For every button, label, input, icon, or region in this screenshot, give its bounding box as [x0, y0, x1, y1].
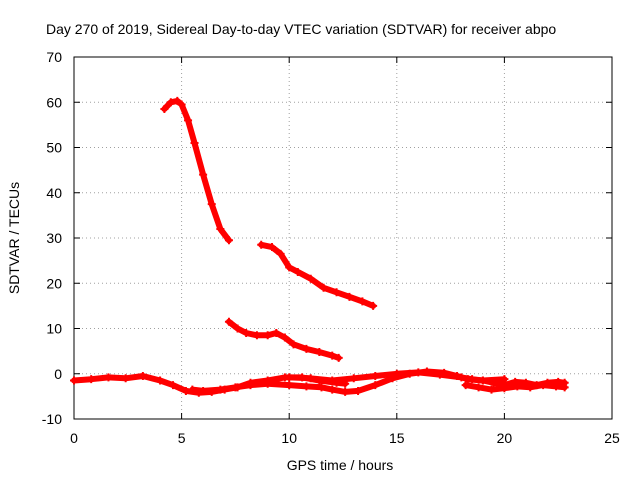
data-point [181, 386, 190, 395]
y-tick-label: 0 [54, 366, 62, 382]
data-point [207, 200, 216, 209]
y-tick-label: -10 [42, 411, 62, 427]
data-point [177, 100, 186, 109]
data-point [233, 324, 242, 333]
x-axis-label: GPS time / hours [287, 457, 394, 473]
data-point [332, 288, 341, 297]
data-point [552, 382, 561, 391]
data-point [87, 375, 96, 384]
data-point [328, 385, 337, 394]
series-group [70, 96, 569, 397]
x-tick-label: 15 [389, 430, 405, 446]
x-tick-label: 25 [604, 430, 620, 446]
data-point [285, 373, 294, 382]
data-point [173, 96, 182, 105]
x-tick-label: 0 [70, 430, 78, 446]
data-point [461, 381, 470, 390]
data-point [560, 383, 569, 392]
data-point [216, 385, 225, 394]
data-point [121, 374, 130, 383]
data-point [371, 372, 380, 381]
data-point [224, 236, 233, 245]
data-point [166, 98, 175, 107]
data-point [369, 301, 378, 310]
data-point [358, 297, 367, 306]
data-point [328, 351, 337, 360]
y-tick-label: 10 [46, 321, 62, 337]
data-point [285, 263, 294, 272]
data-point [302, 382, 311, 391]
data-point [216, 224, 225, 233]
y-tick-label: 60 [46, 94, 62, 110]
data-point [246, 381, 255, 390]
data-point [457, 373, 466, 382]
data-point [487, 385, 496, 394]
data-point [199, 386, 208, 395]
grid [74, 57, 612, 419]
data-point [224, 317, 233, 326]
data-point [302, 344, 311, 353]
y-tick-label: 30 [46, 230, 62, 246]
data-point [306, 374, 315, 383]
data-point [341, 387, 350, 396]
data-point [242, 329, 251, 338]
data-point [435, 370, 444, 379]
data-point [513, 382, 522, 391]
data-point [156, 376, 165, 385]
data-point [138, 372, 147, 381]
data-point [263, 379, 272, 388]
data-point [190, 138, 199, 147]
data-point [263, 331, 272, 340]
data-point [184, 116, 193, 125]
data-point [345, 292, 354, 301]
data-point [315, 348, 324, 357]
data-point [478, 376, 487, 385]
data-point [306, 274, 315, 283]
data-point [319, 283, 328, 292]
y-tick-label: 40 [46, 185, 62, 201]
data-point [280, 333, 289, 342]
data-point [468, 375, 477, 384]
chart-title: Day 270 of 2019, Sidereal Day-to-day VTE… [46, 21, 556, 37]
data-point [317, 383, 326, 392]
data-point [272, 329, 281, 338]
data-point [160, 105, 169, 114]
data-point [70, 376, 78, 385]
data-point [267, 243, 276, 252]
data-point [500, 384, 509, 393]
y-tick-label: 70 [46, 49, 62, 65]
x-tick-label: 10 [281, 430, 297, 446]
data-point [252, 331, 261, 340]
x-tick-label: 20 [497, 430, 513, 446]
data-point [231, 383, 240, 392]
data-point [276, 249, 285, 258]
data-point [371, 381, 380, 390]
axis-ticks: 0 5 10 15 20 25 -10 0 10 20 30 40 50 60 70 [42, 49, 620, 446]
data-point [199, 170, 208, 179]
data-point [349, 374, 358, 383]
x-tick-label: 5 [178, 430, 186, 446]
data-point [414, 368, 423, 377]
data-point [354, 386, 363, 395]
y-tick-label: 20 [46, 275, 62, 291]
data-point [293, 267, 302, 276]
data-point [168, 381, 177, 390]
data-point [334, 353, 343, 362]
data-point [489, 378, 498, 387]
data-point [285, 381, 294, 390]
data-point [257, 240, 266, 249]
data-point [392, 369, 401, 378]
y-axis-label: SDTVAR / TECUs [6, 182, 22, 294]
data-point [188, 385, 197, 394]
data-point [328, 376, 337, 385]
y-tick-label: 50 [46, 140, 62, 156]
data-point [526, 383, 535, 392]
data-point [104, 373, 113, 382]
data-point [289, 340, 298, 349]
data-point [539, 381, 548, 390]
data-point [474, 383, 483, 392]
series-arc-high [161, 97, 232, 244]
